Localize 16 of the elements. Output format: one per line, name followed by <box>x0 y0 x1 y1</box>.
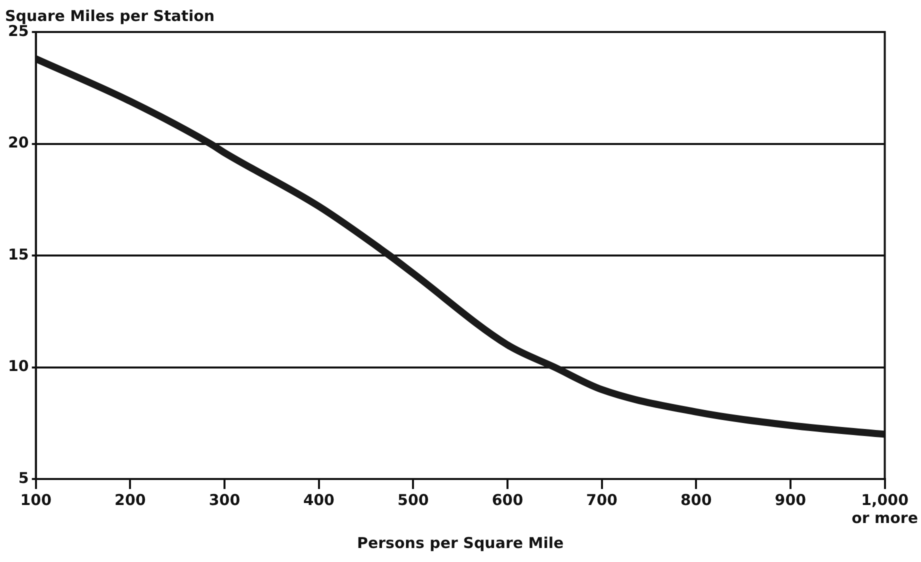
x-tick-label: 600 <box>492 490 524 509</box>
y-axis-title: Square Miles per Station <box>5 6 215 25</box>
x-tick-label: 700 <box>586 490 618 509</box>
x-tick-label: 900 <box>774 490 806 509</box>
x-axis-title: Persons per Square Mile <box>356 534 564 552</box>
x-tick-label: 200 <box>114 490 146 509</box>
x-tick-label: 500 <box>398 490 429 509</box>
y-tick-label: 15 <box>8 245 29 264</box>
x-tick-label: 800 <box>680 490 712 509</box>
y-tick-label: 20 <box>8 134 29 152</box>
x-tick-label: 400 <box>303 490 334 509</box>
x-tick-label: 100 <box>20 490 52 509</box>
x-tick-label: 1,000 or more <box>852 490 918 527</box>
y-tick-label: 10 <box>8 357 29 376</box>
y-tick-label: 5 <box>18 468 29 487</box>
x-tick-label: 300 <box>208 490 240 509</box>
